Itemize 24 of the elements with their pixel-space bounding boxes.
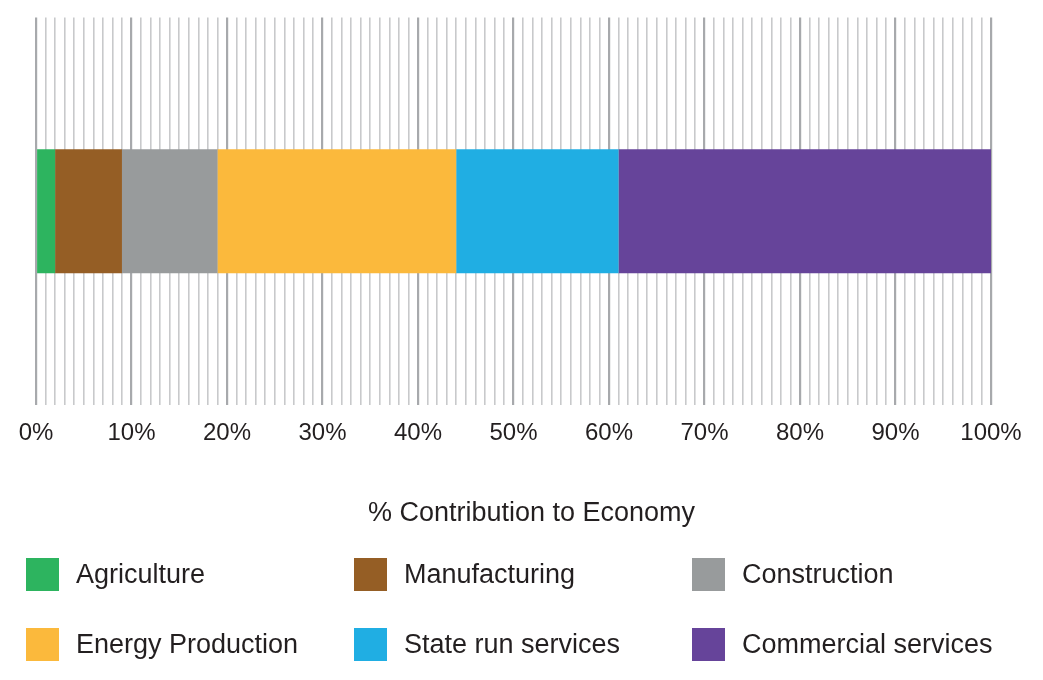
x-tick-label: 80% bbox=[775, 418, 825, 446]
legend-label: Construction bbox=[742, 558, 894, 590]
x-tick-label: 70% bbox=[680, 418, 729, 446]
x-axis-title: % Contribution to Economy bbox=[366, 497, 697, 528]
legend-label: Energy Production bbox=[76, 628, 299, 660]
bar bbox=[217, 149, 457, 274]
x-tick-label: 60% bbox=[584, 418, 634, 446]
x-tick-label: 20% bbox=[202, 418, 252, 446]
x-tick-label: 50% bbox=[489, 418, 538, 446]
x-tick-label: 40% bbox=[393, 418, 443, 446]
x-tick-label: 90% bbox=[871, 418, 920, 446]
legend-label: Agriculture bbox=[76, 558, 206, 590]
x-tick-label: 0% bbox=[18, 418, 54, 446]
bar bbox=[456, 149, 619, 274]
x-tick-label: 30% bbox=[298, 418, 347, 446]
legend-label: Manufacturing bbox=[404, 558, 576, 590]
bar bbox=[618, 149, 991, 274]
bar bbox=[55, 149, 122, 274]
legend-label: Commercial services bbox=[742, 628, 993, 660]
bar bbox=[37, 149, 56, 274]
x-tick-label: 10% bbox=[107, 418, 156, 446]
x-tick-label: 100% bbox=[960, 418, 1022, 446]
legend-label: State run services bbox=[404, 628, 621, 660]
bar bbox=[121, 149, 218, 274]
